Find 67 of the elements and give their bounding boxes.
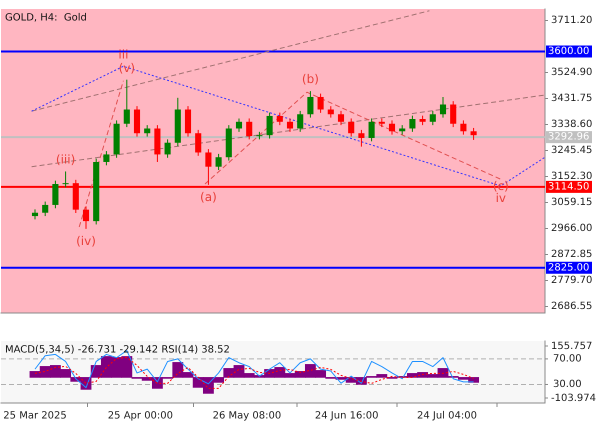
y2-tick-label: 30.00 (553, 379, 582, 390)
annotation: (v) (118, 60, 136, 75)
candlestick (246, 118, 252, 140)
annotation: (iii) (56, 152, 76, 167)
candlestick (318, 93, 324, 114)
candlestick (184, 106, 192, 138)
candlestick (103, 150, 110, 166)
line-series (34, 356, 474, 389)
annotation: iv (496, 191, 506, 206)
candlestick (276, 112, 283, 126)
y-tick-label: 3338.60 (551, 119, 592, 130)
candlestick (348, 118, 354, 138)
candlestick (42, 201, 48, 217)
candlestick (134, 106, 140, 138)
ref-line-label: 2825.00 (548, 262, 590, 274)
x-tick-label: 24 Jun 16:00 (314, 410, 378, 422)
x-tick-label: 26 May 08:00 (212, 410, 282, 422)
candlestick (164, 138, 171, 158)
y-tick-label: 3431.75 (551, 93, 592, 104)
candlestick (286, 118, 294, 132)
candlestick (388, 120, 396, 136)
candlestick (368, 118, 375, 142)
candlestick (430, 110, 436, 126)
candlestick (338, 110, 344, 126)
candlestick (328, 106, 334, 118)
y-tick-label: -103.974 (551, 392, 596, 404)
candlestick (195, 129, 202, 156)
candlestick (62, 170, 69, 188)
x-tick-label: 25 Mar 2025 (3, 410, 67, 422)
candlestick (82, 206, 90, 230)
candlestick (358, 129, 364, 148)
y-tick-label: 2686.55 (551, 300, 592, 312)
y-tick-label: 3524.90 (551, 67, 592, 78)
candlestick (440, 96, 446, 118)
candlestick (52, 180, 58, 209)
candlestick (32, 208, 38, 220)
x-tick-label: 25 Apr 00:00 (108, 410, 173, 422)
y-tick-label: 3245.45 (551, 144, 592, 156)
annotation: (a) (200, 190, 217, 204)
y-tick-label: 2779.70 (551, 274, 592, 286)
ref-line-label: 3114.50 (548, 182, 590, 193)
candlestick (124, 79, 130, 128)
y-tick-label: 3152.30 (551, 170, 592, 182)
candlestick (144, 124, 150, 138)
y-tick-label: 3711.20 (551, 15, 592, 26)
x-tick-label: 24 Jul 04:00 (416, 410, 477, 422)
y-tick-label: 2872.85 (551, 248, 592, 260)
annotation: (b) (302, 72, 319, 86)
y-tick-label: 155.757 (551, 340, 592, 352)
chart-title: MACD(5,34,5) -26.731 -29.142 RSI(14) 38.52 (5, 344, 230, 356)
candlestick (216, 153, 222, 171)
candlestick (460, 120, 466, 136)
chart-title: GOLD, H4: Gold (5, 12, 87, 24)
ref-line-label: 3600.00 (548, 46, 590, 58)
candlestick (420, 115, 426, 126)
candlestick (399, 124, 406, 136)
candlestick (266, 112, 273, 140)
annotation: (iv) (76, 234, 96, 248)
y-tick-label: 3059.15 (551, 196, 592, 208)
candlestick (297, 110, 304, 132)
candlestick (450, 100, 456, 128)
y-tick-label: 2966.00 (551, 222, 592, 234)
candlestick (307, 90, 314, 118)
y2-tick-label: 70.00 (553, 353, 582, 364)
ref-line-label: 3292.96 (548, 132, 590, 143)
candlestick (409, 115, 416, 132)
candlestick (236, 118, 242, 132)
